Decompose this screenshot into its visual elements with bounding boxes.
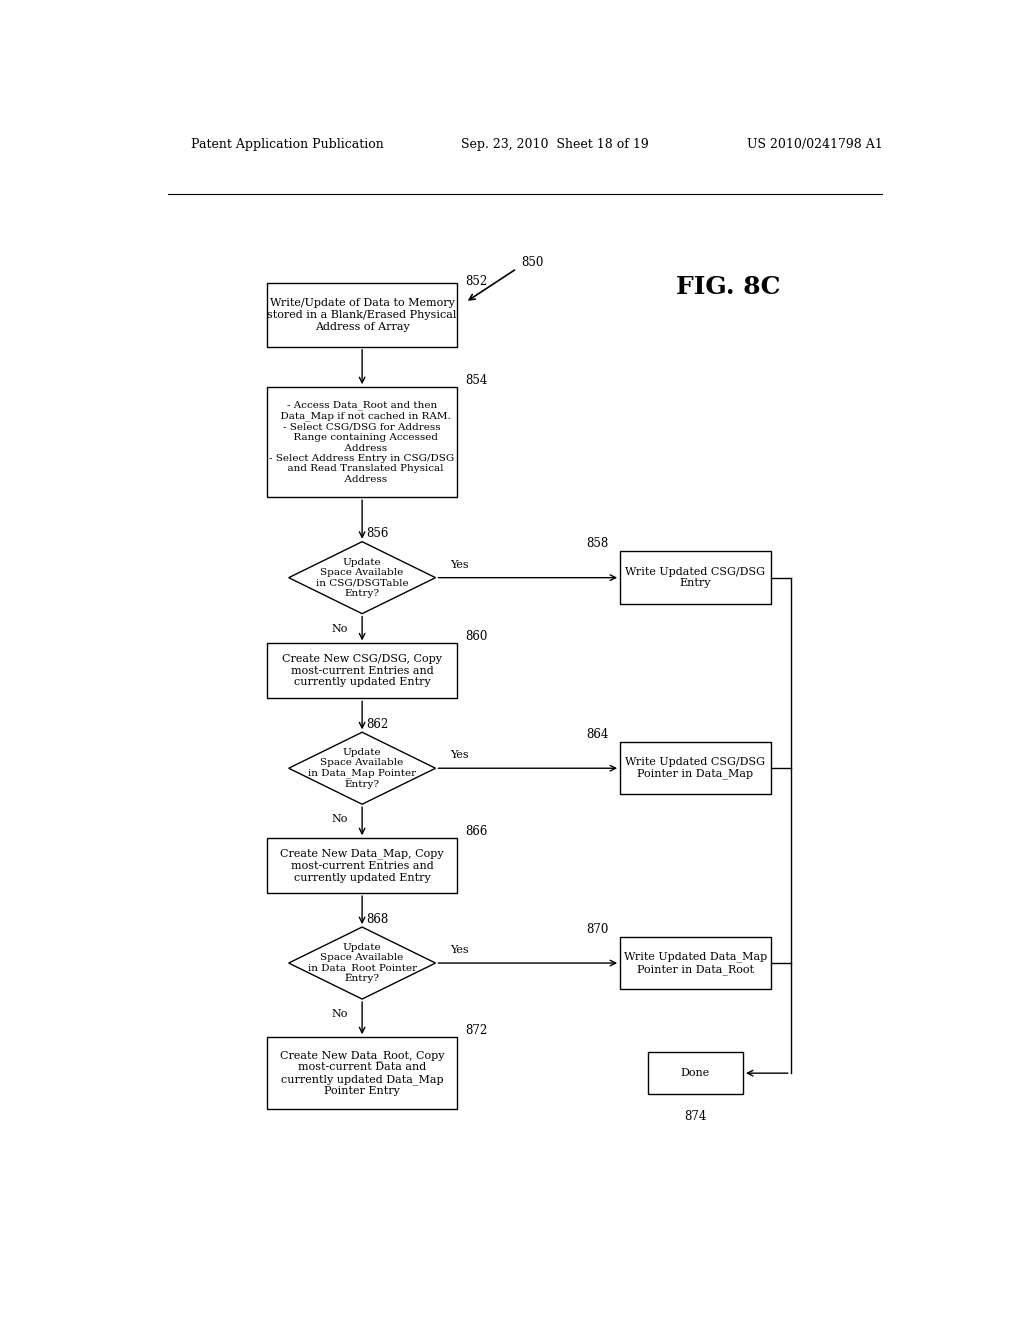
Text: 858: 858 — [586, 537, 608, 550]
Text: 854: 854 — [465, 374, 487, 387]
Text: Update
Space Available
in CSG/DSGTable
Entry?: Update Space Available in CSG/DSGTable E… — [315, 557, 409, 598]
Polygon shape — [289, 541, 435, 614]
Text: Write/Update of Data to Memory
stored in a Blank/Erased Physical
Address of Arra: Write/Update of Data to Memory stored in… — [267, 298, 457, 331]
Text: 860: 860 — [465, 631, 487, 643]
FancyBboxPatch shape — [267, 284, 458, 347]
Text: Write Updated CSG/DSG
Pointer in Data_Map: Write Updated CSG/DSG Pointer in Data_Ma… — [626, 758, 765, 779]
Text: Yes: Yes — [450, 560, 468, 569]
Text: US 2010/0241798 A1: US 2010/0241798 A1 — [748, 139, 883, 150]
Text: 850: 850 — [521, 256, 543, 269]
Text: 866: 866 — [465, 825, 487, 838]
Text: Write Updated Data_Map
Pointer in Data_Root: Write Updated Data_Map Pointer in Data_R… — [624, 952, 767, 974]
Text: FIG. 8C: FIG. 8C — [676, 275, 780, 298]
Text: 874: 874 — [684, 1110, 707, 1122]
Polygon shape — [289, 733, 435, 804]
Text: 864: 864 — [586, 727, 608, 741]
Text: No: No — [332, 1010, 348, 1019]
Text: Yes: Yes — [450, 945, 468, 954]
FancyBboxPatch shape — [267, 643, 458, 698]
Text: Update
Space Available
in Data_Root Pointer
Entry?: Update Space Available in Data_Root Poin… — [307, 942, 417, 983]
FancyBboxPatch shape — [620, 742, 771, 795]
Text: 872: 872 — [465, 1024, 487, 1038]
FancyBboxPatch shape — [267, 387, 458, 498]
Text: Update
Space Available
in Data_Map Pointer
Entry?: Update Space Available in Data_Map Point… — [308, 748, 416, 788]
Polygon shape — [289, 927, 435, 999]
Text: No: No — [332, 624, 348, 634]
Text: Create New Data_Map, Copy
most-current Entries and
currently updated Entry: Create New Data_Map, Copy most-current E… — [281, 849, 444, 883]
Text: Create New Data_Root, Copy
most-current Data and
currently updated Data_Map
Poin: Create New Data_Root, Copy most-current … — [280, 1049, 444, 1097]
Text: Create New CSG/DSG, Copy
most-current Entries and
currently updated Entry: Create New CSG/DSG, Copy most-current En… — [282, 655, 442, 688]
Text: 852: 852 — [465, 275, 487, 288]
FancyBboxPatch shape — [267, 838, 458, 894]
Text: Patent Application Publication: Patent Application Publication — [191, 139, 384, 150]
Text: 870: 870 — [586, 923, 608, 936]
Text: No: No — [332, 814, 348, 825]
Text: 856: 856 — [367, 528, 388, 540]
Text: Yes: Yes — [450, 750, 468, 760]
Text: Done: Done — [681, 1068, 710, 1078]
FancyBboxPatch shape — [267, 1038, 458, 1109]
Text: 868: 868 — [367, 913, 388, 925]
Text: 862: 862 — [367, 718, 388, 731]
FancyBboxPatch shape — [620, 937, 771, 989]
FancyBboxPatch shape — [620, 552, 771, 605]
FancyBboxPatch shape — [648, 1052, 743, 1094]
Text: Write Updated CSG/DSG
Entry: Write Updated CSG/DSG Entry — [626, 566, 765, 589]
Text: - Access Data_Root and then
  Data_Map if not cached in RAM.
- Select CSG/DSG fo: - Access Data_Root and then Data_Map if … — [269, 400, 455, 483]
Text: Sep. 23, 2010  Sheet 18 of 19: Sep. 23, 2010 Sheet 18 of 19 — [461, 139, 649, 150]
